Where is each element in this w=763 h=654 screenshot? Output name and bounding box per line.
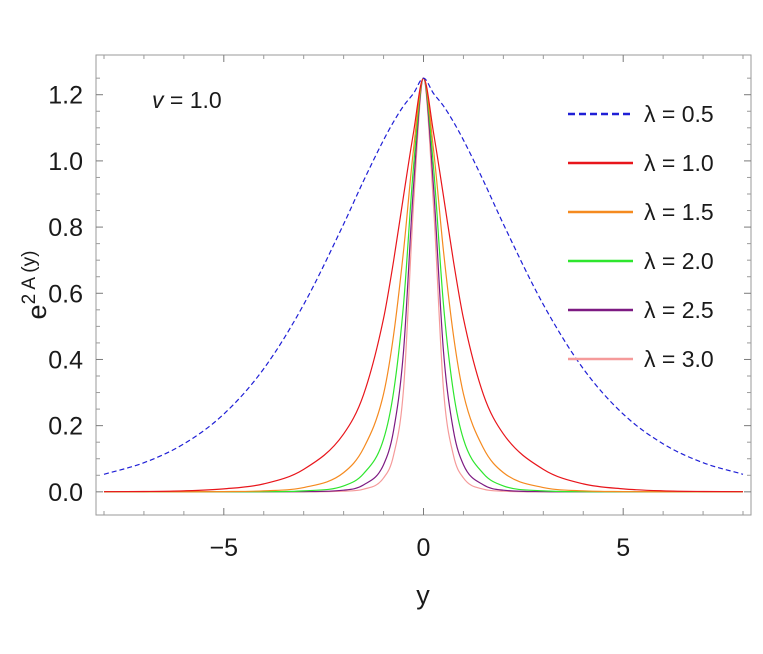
y-tick-label: 1.2 bbox=[48, 82, 83, 110]
y-axis-label: e2 A (y) bbox=[19, 251, 52, 320]
legend-label-4: λ = 2.5 bbox=[644, 297, 714, 323]
y-tick-label: 0.0 bbox=[48, 479, 83, 507]
series-line-2 bbox=[103, 77, 744, 493]
legend-label-1: λ = 1.0 bbox=[644, 150, 714, 176]
legend: λ = 0.5 λ = 1.0 λ = 1.5 λ = 2.0 λ = 2.5 λ = 3… bbox=[568, 101, 714, 372]
legend-label-5: λ = 3.0 bbox=[644, 346, 714, 372]
x-tick-label: 5 bbox=[616, 534, 630, 562]
curves bbox=[103, 77, 744, 493]
series-line-4 bbox=[103, 77, 744, 493]
series-line-0 bbox=[103, 77, 744, 475]
series-line-3 bbox=[103, 77, 744, 493]
x-ticks: −5 0 5 bbox=[103, 55, 744, 562]
y-tick-label: 0.6 bbox=[48, 280, 83, 308]
series-line-5 bbox=[103, 77, 744, 493]
y-tick-label: 0.8 bbox=[48, 214, 83, 242]
legend-label-3: λ = 2.0 bbox=[644, 248, 714, 274]
legend-label-2: λ = 1.5 bbox=[644, 199, 714, 225]
x-tick-label: 0 bbox=[417, 534, 431, 562]
y-tick-label: 0.2 bbox=[48, 413, 83, 441]
y-tick-label: 1.0 bbox=[48, 148, 83, 176]
x-tick-label: −5 bbox=[210, 534, 239, 562]
y-tick-label: 0.4 bbox=[48, 346, 83, 374]
x-axis-label: y bbox=[416, 580, 430, 610]
y-ticks: 0.0 0.2 0.4 0.6 0.8 1.0 1.2 bbox=[48, 77, 751, 507]
annotation-label: v = 1.0 bbox=[152, 87, 222, 113]
series-line-1 bbox=[103, 77, 744, 493]
legend-label-0: λ = 0.5 bbox=[644, 101, 714, 127]
